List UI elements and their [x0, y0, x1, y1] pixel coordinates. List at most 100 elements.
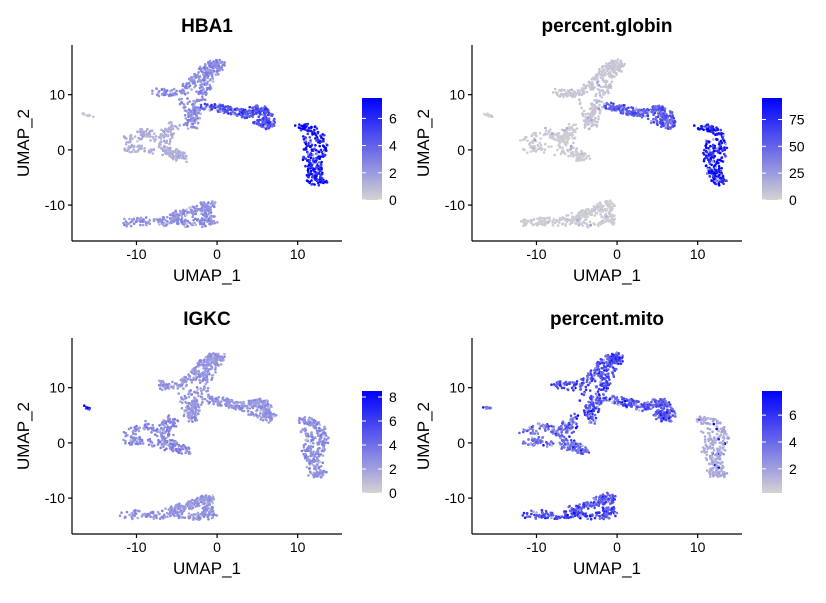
cell-point: [580, 150, 583, 153]
cell-point: [591, 81, 594, 84]
cell-point: [187, 373, 190, 376]
cell-point: [165, 223, 168, 226]
cell-point: [220, 404, 223, 407]
cell-point: [131, 137, 134, 140]
cell-point: [303, 127, 306, 130]
cell-point: [552, 425, 555, 428]
cell-point: [710, 127, 713, 130]
cell-point: [194, 378, 197, 381]
cell-point: [129, 151, 132, 154]
cell-point: [170, 94, 173, 97]
cell-point: [718, 165, 721, 168]
cell-point: [574, 449, 577, 452]
cell-point: [256, 105, 259, 108]
colorbar-label: 0: [389, 485, 397, 501]
cell-point: [169, 138, 172, 141]
cell-point: [129, 138, 132, 141]
cell-point: [569, 419, 572, 422]
cell-point: [667, 125, 670, 128]
cell-point: [195, 114, 198, 117]
cell-point: [533, 218, 536, 221]
cell-point: [232, 402, 235, 405]
cell-point: [133, 145, 136, 148]
cell-point: [197, 112, 200, 115]
cell-point: [321, 429, 324, 432]
cell-point: [198, 379, 201, 382]
cell-point: [550, 145, 553, 148]
cell-point: [659, 113, 662, 116]
cell-point: [561, 426, 564, 429]
colorbar-label: 50: [789, 138, 805, 154]
cell-point: [236, 401, 239, 404]
cell-point: [191, 216, 194, 219]
cell-point: [197, 122, 200, 125]
cell-point: [170, 510, 173, 513]
cell-point: [568, 91, 571, 94]
cell-point: [201, 401, 204, 404]
cell-point: [192, 404, 195, 407]
cell-point: [182, 209, 185, 212]
cell-point: [306, 179, 309, 182]
cell-point: [319, 170, 322, 173]
cell-point: [558, 140, 561, 143]
cell-point: [194, 397, 197, 400]
cell-point: [572, 151, 575, 154]
cell-point: [249, 111, 252, 114]
cell-point: [705, 124, 708, 127]
cell-point: [303, 444, 306, 447]
cell-point: [705, 151, 708, 154]
cell-point: [307, 130, 310, 133]
cell-point: [609, 206, 612, 209]
cell-point: [241, 403, 244, 406]
cell-point: [705, 165, 708, 168]
cell-point: [537, 439, 540, 442]
cell-point: [183, 376, 186, 379]
cell-point: [134, 429, 137, 432]
cell-point: [318, 163, 321, 166]
cell-point: [310, 154, 313, 157]
cell-point: [609, 212, 612, 215]
cell-point: [549, 136, 552, 139]
cell-point: [252, 121, 255, 124]
cell-point: [193, 86, 196, 89]
cell-point: [587, 208, 590, 211]
cell-point: [630, 106, 633, 109]
cell-point: [570, 414, 573, 417]
cell-point: [587, 226, 590, 229]
cell-point: [593, 210, 596, 213]
cell-point: [261, 400, 264, 403]
cell-point: [197, 517, 200, 520]
cell-point: [140, 218, 143, 221]
cell-point: [155, 218, 158, 221]
cell-point: [718, 183, 721, 186]
cell-point: [217, 353, 220, 356]
cell-point: [599, 213, 602, 216]
cell-point: [180, 218, 183, 221]
cell-point: [572, 94, 575, 97]
cell-point: [568, 137, 571, 140]
colorbar: [362, 391, 382, 493]
cell-point: [557, 224, 560, 227]
cell-point: [192, 371, 195, 374]
colorbar: [762, 98, 782, 200]
cell-point: [601, 210, 604, 213]
cell-point: [218, 358, 221, 361]
cell-point: [152, 152, 155, 155]
cell-point: [581, 112, 584, 115]
cell-point: [233, 407, 236, 410]
cell-point: [163, 220, 166, 223]
cell-point: [536, 222, 539, 225]
cell-point: [531, 433, 534, 436]
cell-point: [183, 103, 186, 106]
cell-point: [199, 499, 202, 502]
cell-point: [719, 147, 722, 150]
cell-point: [197, 392, 200, 395]
cell-point: [193, 206, 196, 209]
cell-point: [519, 139, 522, 142]
cell-point: [163, 514, 166, 517]
cell-point: [199, 75, 202, 78]
cell-point: [619, 63, 622, 66]
cell-point: [218, 396, 221, 399]
cell-point: [716, 178, 719, 181]
